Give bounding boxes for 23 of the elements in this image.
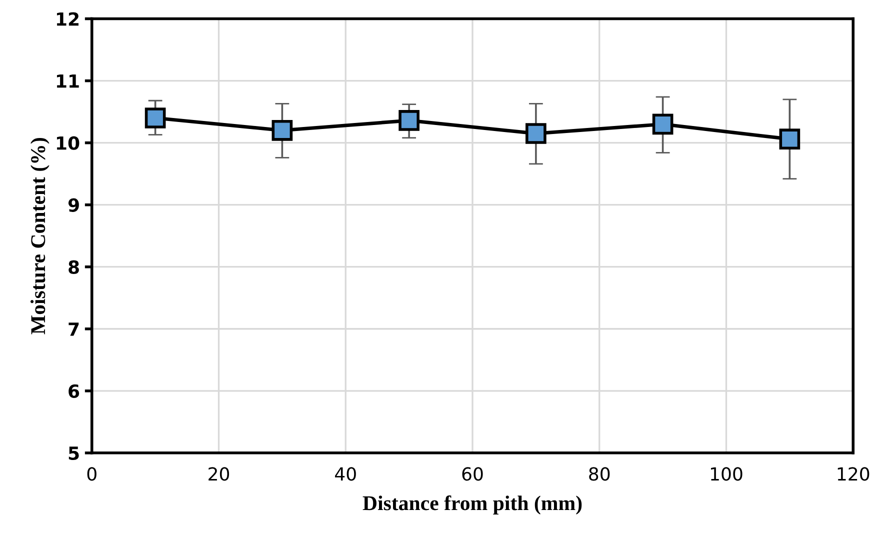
y-tick-label: 12 — [56, 12, 78, 26]
y-tick-label: 7 — [68, 322, 79, 336]
x-tick-label: 20 — [208, 467, 230, 481]
x-tick-label: 40 — [335, 467, 356, 481]
x-tick-label: 120 — [838, 467, 870, 481]
y-tick-label: 11 — [56, 74, 79, 88]
x-tick-label: 100 — [711, 467, 742, 481]
y-tick-label: 5 — [68, 446, 79, 460]
x-axis-title: Distance from pith (mm) — [362, 495, 582, 514]
y-tick-label: 10 — [56, 136, 80, 150]
point — [526, 123, 546, 144]
y-tick-label: 8 — [68, 260, 79, 274]
point — [272, 120, 293, 141]
y-tick-label: 6 — [68, 384, 80, 398]
point — [144, 108, 166, 128]
point — [398, 110, 420, 131]
x-tick-label: 80 — [589, 467, 610, 481]
x-tick-label: 0 — [87, 467, 96, 481]
point — [652, 114, 674, 135]
y-axis-title: Moisture Content (%) — [30, 138, 50, 334]
y-tick-label: 9 — [68, 198, 79, 212]
x-tick-label: 60 — [462, 467, 483, 481]
point — [779, 128, 800, 150]
